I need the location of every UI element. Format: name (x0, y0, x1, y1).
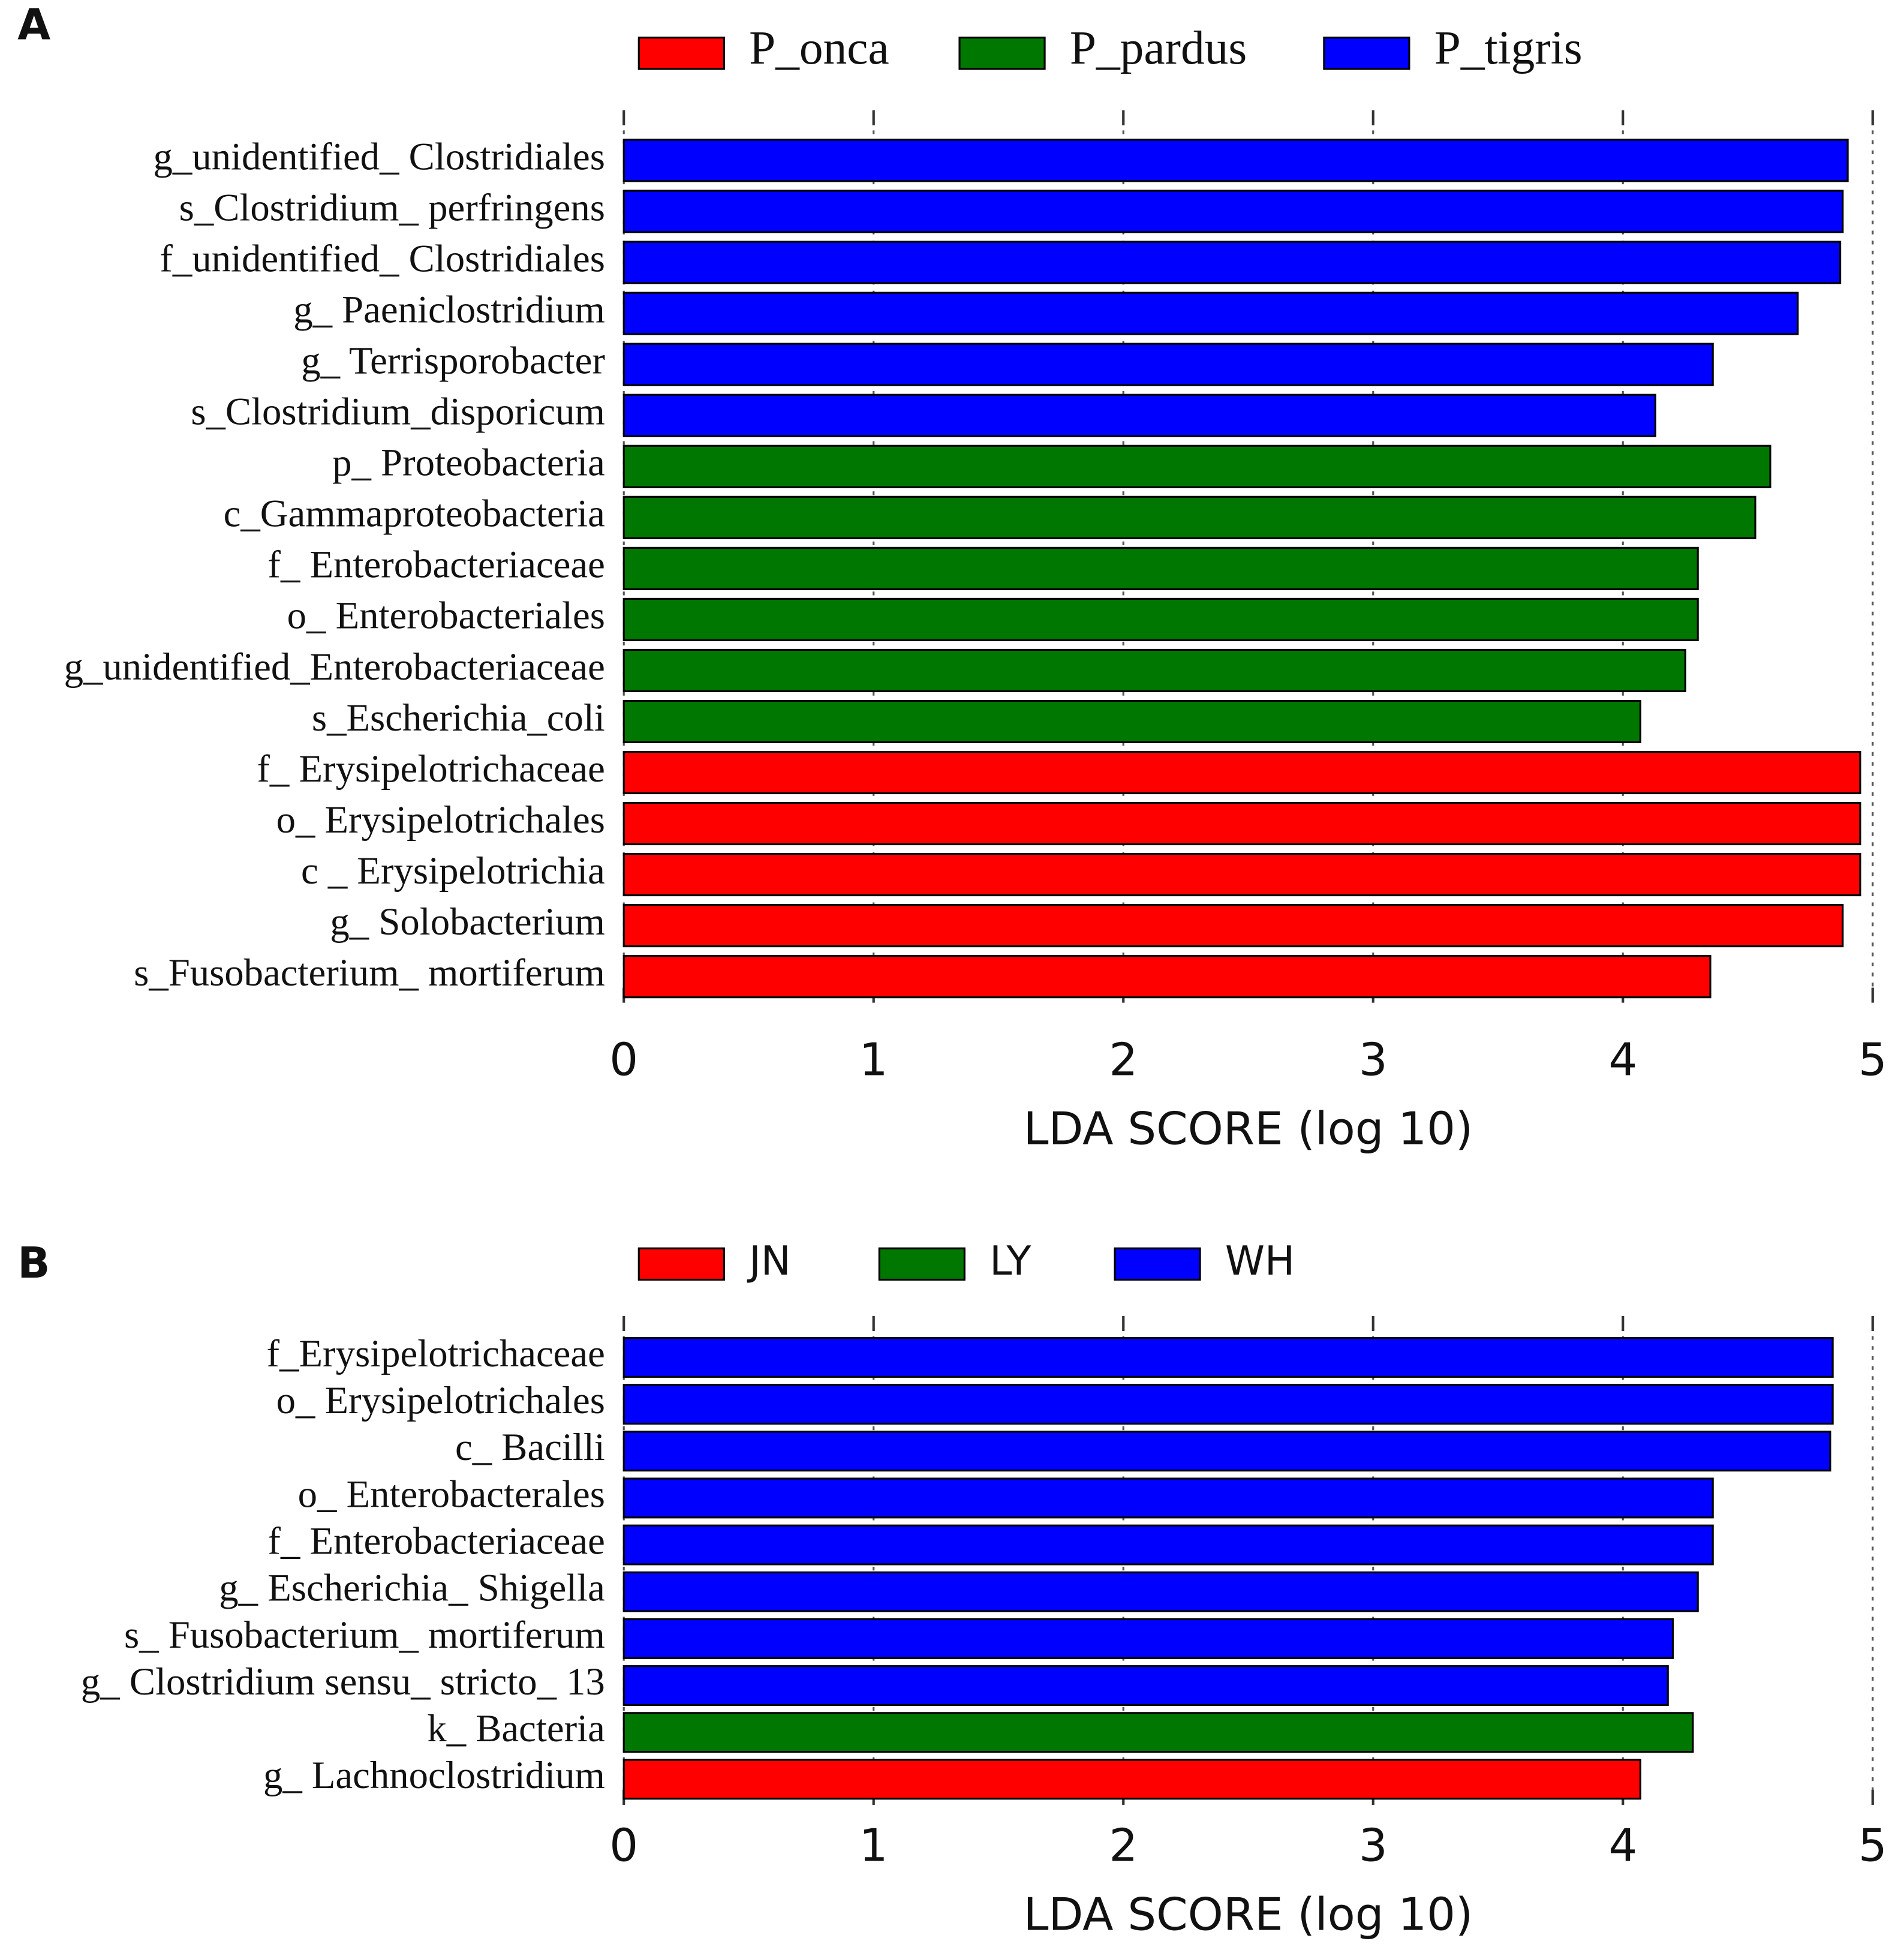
category-label: c _ Erysipelotrichia (301, 849, 605, 893)
category-label: p_ Proteobacteria (332, 441, 605, 485)
legend-label: P_onca (749, 22, 889, 74)
category-label: g_ Lachnoclostridium (263, 1754, 605, 1797)
legend-swatch (878, 1247, 965, 1281)
bar (622, 750, 1861, 795)
category-label: f_ Enterobacteriaceae (267, 1519, 604, 1563)
category-label: s_Fusobacterium_ mortiferum (134, 951, 605, 994)
bar (622, 955, 1712, 999)
category-label: f_ Enterobacteriaceae (267, 543, 604, 587)
bar (622, 292, 1799, 335)
x-tick-label: 3 (1359, 1819, 1388, 1872)
category-label: o_ Erysipelotrichales (276, 798, 605, 842)
legend-swatch (637, 1247, 725, 1281)
bar (622, 495, 1756, 539)
x-tick-label: 2 (1109, 1819, 1138, 1872)
bar (622, 648, 1686, 692)
panel-label: B (17, 1238, 50, 1288)
legend-swatch (1114, 1247, 1201, 1281)
bar (622, 1524, 1714, 1566)
bar (622, 1665, 1669, 1706)
x-tick-label: 5 (1858, 1033, 1887, 1086)
bar (622, 393, 1656, 437)
category-label: f_unidentified_ Clostridiales (160, 237, 605, 280)
bar (622, 139, 1849, 182)
x-tick-label: 3 (1359, 1033, 1388, 1086)
bar (622, 444, 1771, 488)
legend-label: WH (1225, 1237, 1295, 1284)
category-label: s_ Fusobacterium_ mortiferum (124, 1614, 605, 1657)
x-tick-label: 5 (1858, 1819, 1887, 1872)
x-axis-label: LDA SCORE (log 10) (1024, 1102, 1473, 1155)
category-label: g_ Paeniclostridium (293, 288, 605, 331)
category-label: c_Gammaproteobacteria (224, 492, 605, 536)
bar (622, 190, 1844, 233)
bar (622, 904, 1844, 948)
legend-label: LY (989, 1237, 1031, 1284)
bar (622, 1759, 1641, 1800)
bar (622, 699, 1641, 744)
x-tick-label: 4 (1608, 1033, 1637, 1086)
bar (622, 1712, 1694, 1753)
category-label: o_ Enterobacterales (298, 1473, 605, 1516)
category-label: f_Erysipelotrichaceae (267, 1332, 605, 1375)
x-tick-label: 4 (1608, 1819, 1637, 1872)
category-label: o_ Erysipelotrichales (276, 1379, 605, 1422)
legend-swatch (958, 37, 1046, 70)
category-label: g_ Clostridium sensu_ stricto_ 13 (81, 1660, 605, 1703)
bar (622, 1477, 1714, 1519)
category-label: s_Clostridium_ perfringens (179, 186, 605, 229)
bar (622, 1571, 1699, 1612)
bar (622, 342, 1714, 386)
bar (622, 802, 1861, 846)
category-label: g_ Solobacterium (330, 900, 604, 944)
category-label: f_ Erysipelotrichaceae (257, 747, 605, 791)
panel-label: A (17, 0, 50, 50)
bar (622, 597, 1699, 641)
x-tick-label: 2 (1109, 1033, 1138, 1086)
category-label: c_ Bacilli (455, 1426, 605, 1469)
category-label: k_ Bacteria (427, 1707, 605, 1750)
category-label: g_unidentified_Enterobacteriaceae (64, 645, 605, 689)
bar (622, 546, 1699, 590)
x-tick-label: 1 (859, 1033, 888, 1086)
category-label: s_Clostridium_disporicum (191, 390, 605, 434)
bar (622, 1431, 1831, 1472)
bar (622, 853, 1861, 897)
legend-swatch (637, 37, 725, 70)
x-tick-label: 0 (609, 1819, 638, 1872)
x-tick-label: 0 (609, 1033, 638, 1086)
category-label: g_ Terrisporobacter (301, 339, 605, 382)
x-axis-label: LDA SCORE (log 10) (1024, 1888, 1473, 1941)
category-label: o_ Enterobacteriales (287, 594, 605, 638)
category-label: g_unidentified_ Clostridiales (154, 135, 605, 178)
bar (622, 1337, 1834, 1378)
category-label: g_ Escherichia_ Shigella (219, 1567, 605, 1610)
bar (622, 241, 1842, 284)
legend-label: JN (747, 1237, 791, 1284)
bar (622, 1384, 1834, 1425)
legend-label: P_pardus (1070, 22, 1247, 74)
legend-label: P_tigris (1434, 22, 1583, 74)
bar (622, 1618, 1674, 1659)
legend-swatch (1323, 37, 1410, 70)
x-tick-label: 1 (859, 1819, 888, 1872)
category-label: s_Escherichia_coli (312, 696, 605, 740)
